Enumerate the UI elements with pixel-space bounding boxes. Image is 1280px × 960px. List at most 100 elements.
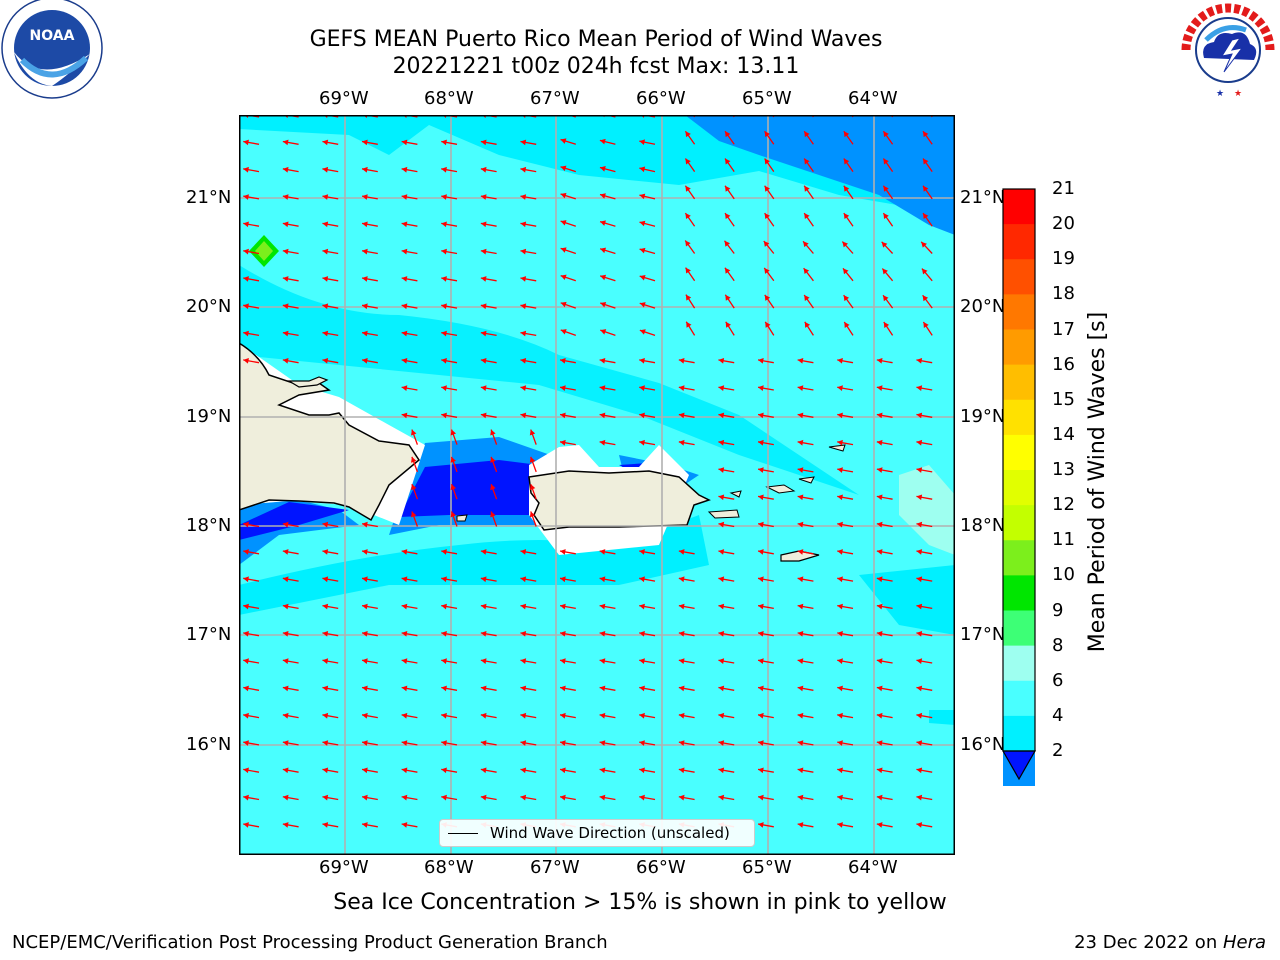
direction-arrowhead [441, 139, 447, 146]
direction-arrowhead [401, 576, 408, 583]
lat-label-left: 21°N [186, 187, 232, 208]
direction-arrowhead [520, 248, 527, 255]
direction-arrowhead [243, 166, 249, 173]
direction-arrowhead [758, 439, 764, 446]
direction-arrowhead [686, 321, 692, 328]
direction-arrowhead [639, 631, 645, 637]
direction-arrowhead [639, 193, 646, 200]
direction-arrowhead [876, 658, 883, 664]
direction-arrowhead [718, 385, 725, 391]
direction-arrowhead [401, 794, 408, 801]
direction-arrowhead [804, 321, 811, 328]
direction-arrowhead [322, 194, 329, 200]
direction-arrowhead [921, 268, 928, 275]
direction-arrowhead [639, 166, 646, 173]
direction-arrowhead [560, 685, 566, 692]
direction-arrowhead [599, 603, 606, 610]
direction-arrowhead [322, 767, 329, 774]
direction-arrowhead [599, 385, 606, 391]
direction-arrowhead [599, 658, 606, 664]
noaa-logo: NOAA [0, 0, 104, 104]
direction-arrowhead [362, 767, 368, 774]
direction-arrowhead [411, 511, 417, 518]
direction-arrowhead [282, 358, 289, 364]
direction-arrowhead [560, 192, 567, 199]
direction-arrowhead [843, 213, 850, 220]
direction-arrowhead [243, 740, 249, 746]
direction-arrowhead [520, 549, 527, 555]
colorbar-tick-label: 15 [1052, 388, 1075, 410]
direction-arrowhead [441, 276, 447, 282]
direction-arrowhead [797, 685, 804, 692]
direction-arrowhead [758, 521, 764, 528]
direction-arrowhead [520, 631, 527, 637]
direction-arrowhead [441, 549, 447, 555]
legend-label: Wind Wave Direction (unscaled) [490, 824, 730, 842]
direction-arrowhead [243, 576, 249, 583]
direction-arrowhead [441, 794, 447, 801]
lon-label-bottom: 64°W [848, 857, 898, 878]
direction-arrowhead [322, 631, 329, 637]
direction-arrowhead [758, 358, 764, 364]
direction-arrowhead [718, 576, 725, 583]
direction-arrowhead [916, 603, 923, 610]
direction-arrowhead [639, 329, 646, 335]
direction-arrowhead [639, 712, 645, 719]
direction-arrowhead [639, 220, 646, 227]
direction-arrowhead [797, 467, 804, 473]
noaa-logo-text: NOAA [30, 28, 75, 44]
direction-arrowhead [600, 247, 606, 254]
direction-arrowhead [560, 631, 566, 637]
direction-arrowhead [480, 358, 487, 364]
direction-arrowhead [599, 767, 606, 774]
direction-arrowhead [599, 740, 606, 746]
direction-arrowhead [639, 603, 645, 610]
colorbar-cell [1003, 540, 1035, 576]
direction-arrowhead [480, 221, 487, 228]
direction-arrowhead [916, 658, 923, 664]
period-band-2-4-passage [399, 460, 539, 517]
direction-arrowhead [639, 439, 645, 446]
direction-arrowhead [758, 685, 764, 692]
colorbar-tick-label: 14 [1052, 423, 1075, 445]
direction-arrowhead [243, 658, 249, 664]
direction-arrowhead [797, 658, 804, 664]
map-legend: Wind Wave Direction (unscaled) [439, 819, 755, 847]
direction-arrowhead [916, 521, 923, 528]
direction-arrowhead [520, 276, 527, 282]
lat-label-left: 20°N [186, 296, 232, 317]
direction-arrowhead [639, 412, 645, 419]
direction-arrowhead [883, 213, 889, 220]
direction-arrowhead [718, 603, 725, 610]
direction-arrowhead [282, 822, 289, 828]
lon-label-top: 67°W [530, 88, 580, 109]
colorbar-cell [1003, 610, 1035, 647]
direction-arrowhead [401, 658, 408, 664]
direction-arrowhead [758, 767, 764, 774]
direction-arrowhead [797, 549, 804, 555]
direction-arrowhead [243, 822, 249, 828]
direction-arrowhead [797, 740, 804, 746]
colorbar-cell [1003, 189, 1035, 225]
direction-arrowhead [282, 139, 289, 146]
direction-arrowhead [916, 685, 923, 692]
direction-arrowhead [724, 240, 730, 247]
direction-arrowhead [916, 358, 923, 364]
direction-arrowhead [804, 158, 810, 165]
direction-arrowhead [520, 330, 527, 337]
direction-arrowhead [678, 658, 685, 664]
direction-arrowhead [362, 521, 368, 528]
direction-arrowhead [322, 603, 329, 610]
direction-arrowhead [243, 303, 249, 310]
direction-arrowhead [282, 221, 289, 228]
direction-arrowhead [882, 268, 888, 275]
direction-arrowhead [362, 166, 368, 173]
puerto-rico-land [528, 470, 711, 531]
direction-arrowhead [520, 658, 527, 664]
direction-arrowhead [282, 521, 289, 528]
direction-arrowhead [837, 467, 843, 473]
direction-arrowhead [718, 631, 725, 637]
direction-arrowhead [362, 303, 368, 310]
direction-arrowhead [401, 303, 408, 310]
direction-arrowhead [842, 268, 849, 275]
